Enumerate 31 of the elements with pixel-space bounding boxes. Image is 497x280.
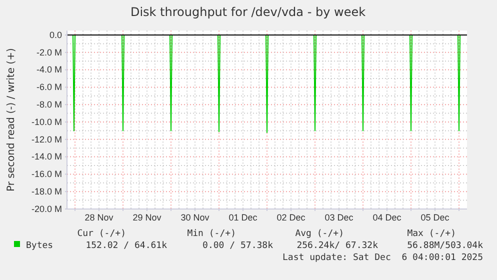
x-tick-label: 28 Nov	[84, 212, 114, 222]
y-tick-label: -10.0 M	[31, 116, 62, 127]
text: 152.02 / 64.61k	[86, 241, 168, 251]
legend-label: Bytes	[26, 241, 54, 251]
text: Min (-/+)	[187, 229, 236, 239]
y-tick-label: -18.0 M	[31, 186, 62, 196]
y-axis-title: Pr second read (-) / write (+)	[6, 48, 17, 192]
x-tick-label: 05 Dec	[420, 212, 450, 222]
y-tick-label: 0.0	[49, 30, 62, 40]
x-tick-label: 02 Dec	[276, 212, 306, 222]
y-tick-label: -16.0 M	[31, 169, 62, 180]
text: 256.24k/ 67.32k	[296, 241, 379, 251]
y-tick-label: -20.0 M	[31, 204, 62, 214]
y-tick-label: -14.0 M	[31, 152, 62, 162]
text: 56.88M/503.04k	[407, 241, 484, 251]
x-tick-label: 01 Dec	[228, 212, 258, 222]
text: Last update: Sat Dec 6 04:00:01 2025	[282, 253, 483, 263]
x-tick-label: 03 Dec	[324, 212, 354, 222]
y-tick-label: -6.0 M	[36, 82, 62, 92]
x-tick-label: 04 Dec	[372, 212, 402, 222]
x-tick-label: 30 Nov	[180, 212, 210, 222]
y-tick-label: -2.0 M	[36, 47, 62, 58]
x-tick-label: 29 Nov	[132, 212, 162, 222]
text: Avg (-/+)	[295, 229, 344, 239]
text: 0.00 / 57.38k	[202, 241, 274, 251]
y-tick-label: -8.0 M	[36, 99, 62, 110]
text: Max (-/+)	[407, 229, 456, 239]
y-tick-label: -4.0 M	[36, 64, 62, 75]
chart-title: Disk throughput for /dev/vda - by week	[130, 5, 366, 19]
y-tick-label: -12.0 M	[31, 134, 62, 144]
text: Cur (-/+)	[77, 229, 126, 239]
